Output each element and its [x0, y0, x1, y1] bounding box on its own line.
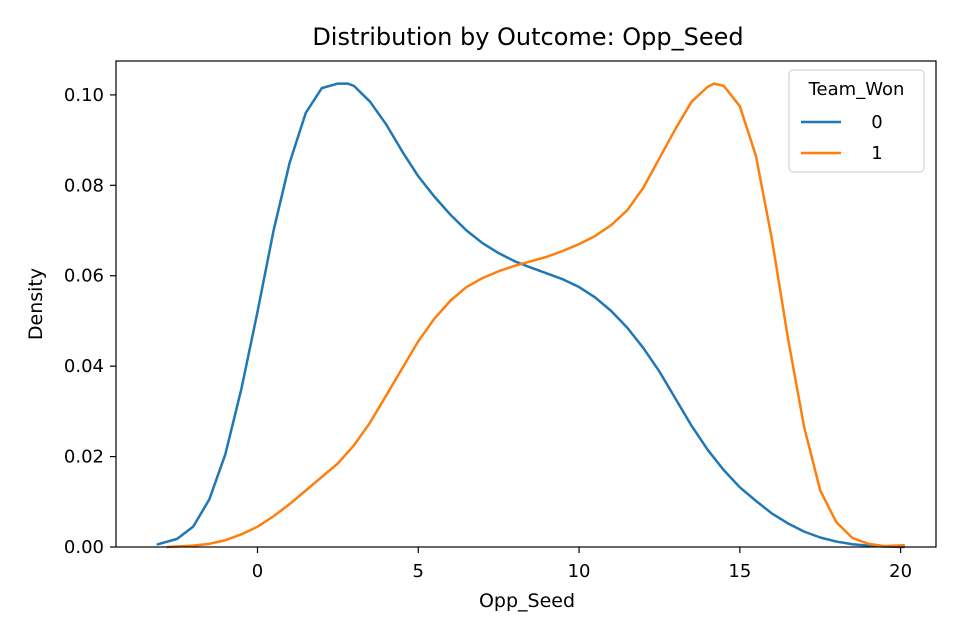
y-tick-label: 0.04 — [64, 356, 104, 377]
x-tick-label: 5 — [413, 561, 424, 582]
legend-label-0: 0 — [871, 112, 882, 133]
x-tick-label: 10 — [568, 561, 591, 582]
y-tick-label: 0.02 — [64, 447, 104, 468]
x-tick-label: 15 — [728, 561, 751, 582]
legend-label-1: 1 — [871, 143, 882, 164]
y-axis-label: Density — [25, 268, 47, 340]
y-tick-label: 0.08 — [64, 175, 104, 196]
legend: Team_Won 0 1 — [788, 69, 925, 173]
axes: 0 5 10 15 200.000.020.040.060.080.10 — [64, 60, 937, 582]
chart-title: Distribution by Outcome: Opp_Seed — [312, 23, 743, 51]
x-tick-label: 0 — [252, 561, 263, 582]
x-axis-label: Opp_Seed — [479, 590, 575, 612]
x-tick-label: 20 — [889, 561, 912, 582]
y-tick-label: 0.10 — [64, 85, 104, 106]
plot-area — [156, 82, 906, 549]
axes-frame — [115, 60, 937, 548]
legend-title: Team_Won — [808, 79, 905, 100]
series-line-1 — [166, 82, 906, 549]
legend-box — [788, 69, 925, 173]
y-tick-label: 0.06 — [64, 266, 104, 287]
y-tick-label: 0.00 — [64, 537, 104, 558]
